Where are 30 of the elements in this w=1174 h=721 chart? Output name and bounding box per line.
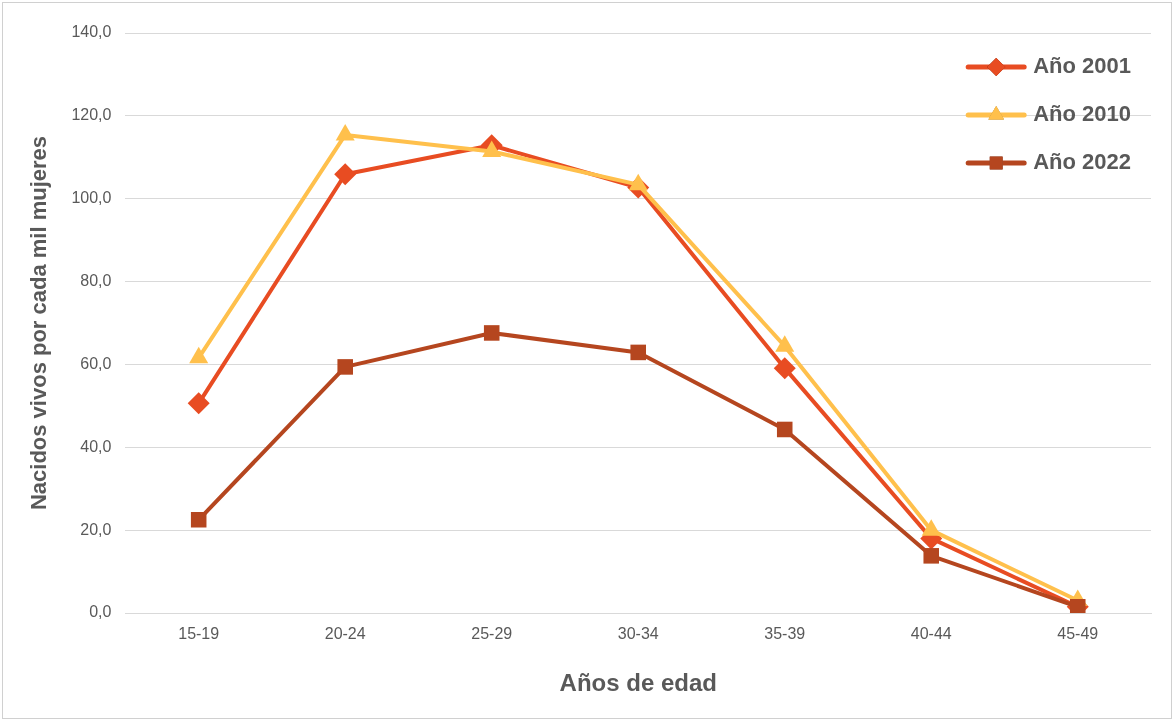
x-tick-label: 20-24 bbox=[324, 625, 366, 643]
legend-label: Año 2022 bbox=[1033, 149, 1132, 175]
x-tick-label: 30-34 bbox=[617, 625, 659, 643]
point bbox=[483, 325, 500, 341]
point bbox=[187, 392, 210, 415]
point bbox=[923, 548, 940, 564]
point bbox=[630, 344, 646, 361]
x-tick-label: 40-44 bbox=[910, 625, 952, 643]
point bbox=[1069, 599, 1086, 613]
y-tick-label: 100,0 bbox=[71, 189, 112, 207]
y-axis-title: Nacidos vivos por cada mil mujeres bbox=[26, 135, 52, 511]
x-tick-label: 25-29 bbox=[471, 625, 513, 643]
legend-label: Año 2001 bbox=[1033, 53, 1132, 79]
y-tick-label: 20,0 bbox=[80, 520, 112, 538]
y-tick-label: 60,0 bbox=[80, 354, 112, 372]
point bbox=[334, 163, 357, 186]
point bbox=[190, 512, 207, 528]
x-axis-title: Años de edad bbox=[559, 669, 717, 697]
y-tick-label: 0,0 bbox=[89, 603, 112, 621]
x-tick-label: 35-39 bbox=[764, 625, 806, 643]
point bbox=[337, 359, 353, 375]
legend-label: Año 2010 bbox=[1033, 101, 1132, 127]
point bbox=[773, 357, 796, 380]
y-tick-label: 140,0 bbox=[71, 23, 112, 41]
point bbox=[776, 421, 793, 438]
y-tick-label: 120,0 bbox=[71, 106, 112, 124]
y-tick-label: 40,0 bbox=[80, 437, 112, 455]
x-tick-label: 45-49 bbox=[1057, 625, 1099, 643]
x-tick-label: 15-19 bbox=[178, 625, 220, 643]
y-tick-label: 80,0 bbox=[80, 271, 112, 289]
